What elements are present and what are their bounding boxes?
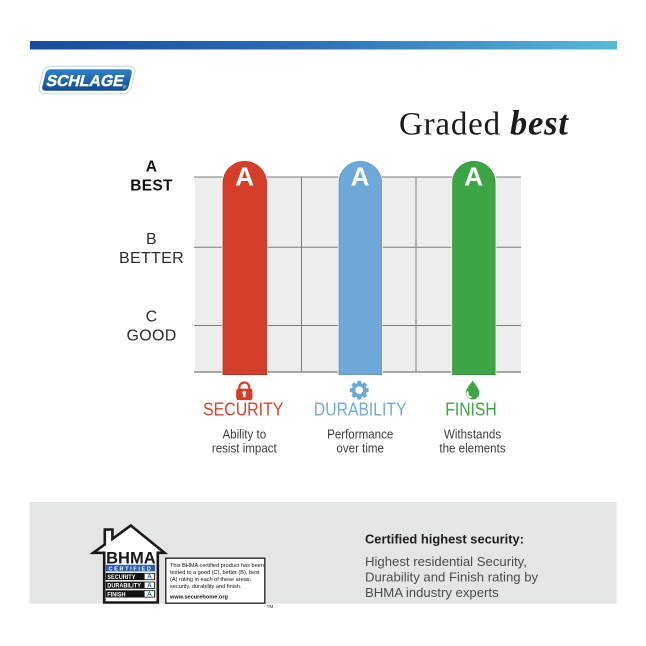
svg-text:FINISH: FINISH [445,398,497,420]
svg-text:Highest residential Security,: Highest residential Security, [365,554,527,569]
svg-text:tested to a good (C), better (: tested to a good (C), better (B), best [170,570,260,576]
svg-text:www.securehome.org: www.securehome.org [169,595,229,601]
svg-text:A: A [147,591,152,598]
svg-text:A: A [147,574,152,581]
svg-text:A: A [146,159,158,176]
svg-text:Durability and Finish rating b: Durability and Finish rating by [365,570,539,585]
svg-text:GOOD: GOOD [126,328,176,345]
svg-text:the elements: the elements [439,441,505,456]
svg-text:Ability to: Ability to [222,427,266,442]
svg-text:Withstands: Withstands [444,427,501,442]
svg-text:SCHLAGE: SCHLAGE [45,72,127,90]
svg-text:This BHMA certified product ha: This BHMA certified product has been [170,563,264,569]
svg-text:DURABILITY: DURABILITY [314,398,407,420]
svg-text:SECURITY: SECURITY [203,398,284,419]
svg-text:Performance: Performance [327,427,393,442]
svg-text:A: A [351,162,370,192]
svg-text:CERTIFIED: CERTIFIED [109,566,153,572]
svg-text:A: A [147,582,152,589]
svg-text:(A) rating in each of these ar: (A) rating in each of these areas: [170,577,252,583]
svg-text:Graded best: Graded best [399,105,569,143]
svg-text:DURABILITY: DURABILITY [107,583,141,589]
svg-text:®: ® [122,84,127,90]
svg-text:TM: TM [267,604,274,610]
svg-text:SECURITY: SECURITY [107,575,135,581]
svg-text:C: C [146,309,158,326]
svg-text:BEST: BEST [130,178,173,195]
svg-text:BETTER: BETTER [119,250,184,267]
svg-text:Certified highest security:: Certified highest security: [365,532,524,547]
svg-text:BHMA: BHMA [106,550,156,568]
svg-text:A: A [464,162,483,192]
svg-text:security, durability and finis: security, durability and finish. [170,584,242,590]
svg-text:resist impact: resist impact [212,441,277,456]
svg-text:FINISH: FINISH [107,592,125,598]
svg-text:over time: over time [336,441,384,456]
svg-text:B: B [146,231,157,248]
svg-text:A: A [235,162,254,192]
svg-text:BHMA industry experts: BHMA industry experts [365,585,499,600]
